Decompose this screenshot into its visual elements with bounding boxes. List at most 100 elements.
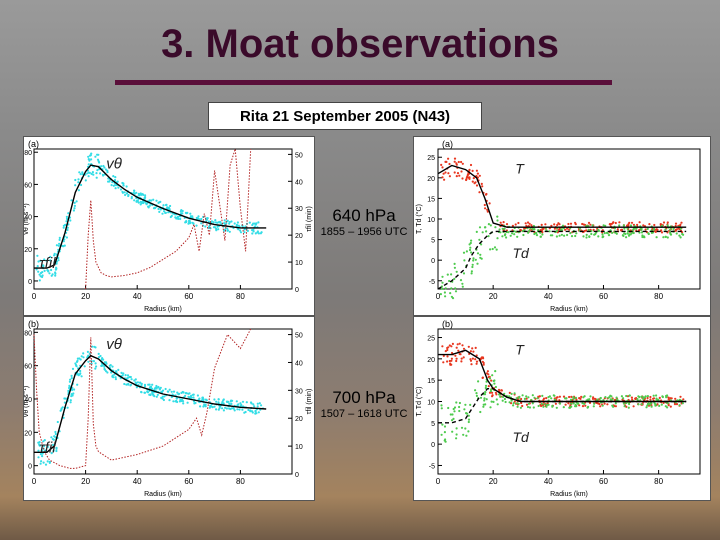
vt-observation-point xyxy=(238,408,241,411)
level-700: 700 hPa 1507 – 1618 UTC xyxy=(316,388,412,420)
vt-observation-point xyxy=(187,222,190,225)
Td-observation-point xyxy=(475,394,478,397)
Td-observation-point xyxy=(464,427,467,430)
level-640: 640 hPa 1855 – 1956 UTC xyxy=(316,206,412,238)
vt-observation-point xyxy=(150,199,153,202)
y-tick-label: 60 xyxy=(24,182,32,189)
vt-observation-point xyxy=(39,462,42,465)
T-observation-point xyxy=(632,405,635,408)
Td-observation-point xyxy=(645,406,648,409)
Td-observation-point xyxy=(592,405,595,408)
panel-label: (a) xyxy=(28,139,39,149)
vt-observation-point xyxy=(144,194,147,197)
vt-observation-point xyxy=(55,447,58,450)
vt-observation-point xyxy=(139,193,143,196)
Td-observation-point xyxy=(468,248,472,252)
vt-observation-point xyxy=(236,221,239,224)
vt-observation-point xyxy=(241,408,244,411)
Td-observation-point xyxy=(531,402,534,405)
Td-observation-point xyxy=(638,396,641,399)
T-observation-point xyxy=(450,345,453,348)
T-observation-point xyxy=(603,402,606,405)
vt-observation-point xyxy=(253,225,256,228)
chart-temp-640: (a) 0 20 40 60 80 -5 0 5 10 15 20 25 Radius (km) T, Td… xyxy=(413,136,711,316)
Td-observation-point xyxy=(583,395,586,398)
Td-observation-point xyxy=(471,265,474,269)
T-observation-point xyxy=(553,223,556,226)
y-tick-label: 40 xyxy=(24,397,32,404)
Td-observation-point xyxy=(574,234,577,238)
T-observation-point xyxy=(550,224,553,227)
Td-observation-point xyxy=(474,258,477,261)
Td-observation-point xyxy=(583,402,586,405)
vt-observation-point xyxy=(73,388,76,391)
Td-observation-point xyxy=(564,397,567,400)
T-observation-point xyxy=(484,207,487,210)
Td-observation-point xyxy=(652,394,655,397)
vt-observation-point xyxy=(226,227,229,230)
vt-observation-point xyxy=(155,386,158,389)
vt-observation-point xyxy=(197,215,200,218)
T-observation-point xyxy=(628,221,631,224)
vt-observation-point xyxy=(50,452,53,455)
Td-observation-point xyxy=(543,403,546,406)
x-tick-label: 40 xyxy=(544,292,553,301)
Td-observation-point xyxy=(555,235,558,238)
Td-observation-point xyxy=(627,406,630,409)
tau-series-label: τfil xyxy=(39,439,56,456)
Td-observation-point xyxy=(485,380,488,383)
T-observation-point xyxy=(455,359,458,363)
T-observation-point xyxy=(567,402,570,405)
vt-observation-point xyxy=(155,199,158,202)
T-observation-point xyxy=(481,376,484,379)
vt-observation-point xyxy=(40,460,43,463)
vt-observation-point xyxy=(218,221,221,224)
Td-observation-point xyxy=(628,233,631,236)
Td-series-label: Td xyxy=(512,429,530,445)
Td-observation-point xyxy=(469,246,472,249)
vt-observation-point xyxy=(256,402,259,405)
vt-observation-point xyxy=(51,443,55,446)
Td-observation-point xyxy=(470,239,473,242)
T-observation-point xyxy=(658,396,661,399)
Td-observation-point xyxy=(623,227,626,230)
vt-observation-point xyxy=(37,449,40,452)
T-observation-point xyxy=(592,228,595,231)
y-tick-label: 60 xyxy=(24,364,32,371)
vt-observation-point xyxy=(57,259,60,262)
vt-observation-point xyxy=(88,159,91,162)
vt-observation-point xyxy=(70,374,73,377)
vt-observation-point xyxy=(162,204,165,207)
vt-observation-point xyxy=(75,200,78,203)
vt-observation-point xyxy=(140,391,143,394)
x-tick-label: 80 xyxy=(654,292,663,301)
T-observation-point xyxy=(666,221,669,224)
T-observation-point xyxy=(446,355,449,358)
Td-observation-point xyxy=(527,396,530,399)
vt-observation-point xyxy=(39,275,42,278)
vt-observation-point xyxy=(125,377,129,380)
Td-observation-point xyxy=(553,394,556,397)
vt-observation-point xyxy=(174,216,177,219)
Td-observation-point xyxy=(466,412,469,415)
y-axis-label: T, Td (°C) xyxy=(415,204,423,234)
Td-observation-point xyxy=(539,231,542,234)
Td-observation-point xyxy=(666,224,669,227)
Td-observation-point xyxy=(451,430,454,433)
T-observation-point xyxy=(455,357,458,360)
vt-observation-point xyxy=(38,279,41,282)
Td-observation-point xyxy=(455,270,458,273)
Td-observation-point xyxy=(474,389,477,392)
vt-observation-point xyxy=(121,181,124,185)
Td-observation-point xyxy=(449,292,452,295)
T-observation-point xyxy=(471,169,474,172)
vt-observation-point xyxy=(136,381,139,384)
Td-observation-point xyxy=(493,382,496,385)
Td-observation-point xyxy=(545,405,548,408)
Td-observation-point xyxy=(678,404,681,407)
T-observation-point xyxy=(457,160,460,164)
vt-observation-point xyxy=(54,430,57,434)
T-series-label: T xyxy=(515,161,525,177)
